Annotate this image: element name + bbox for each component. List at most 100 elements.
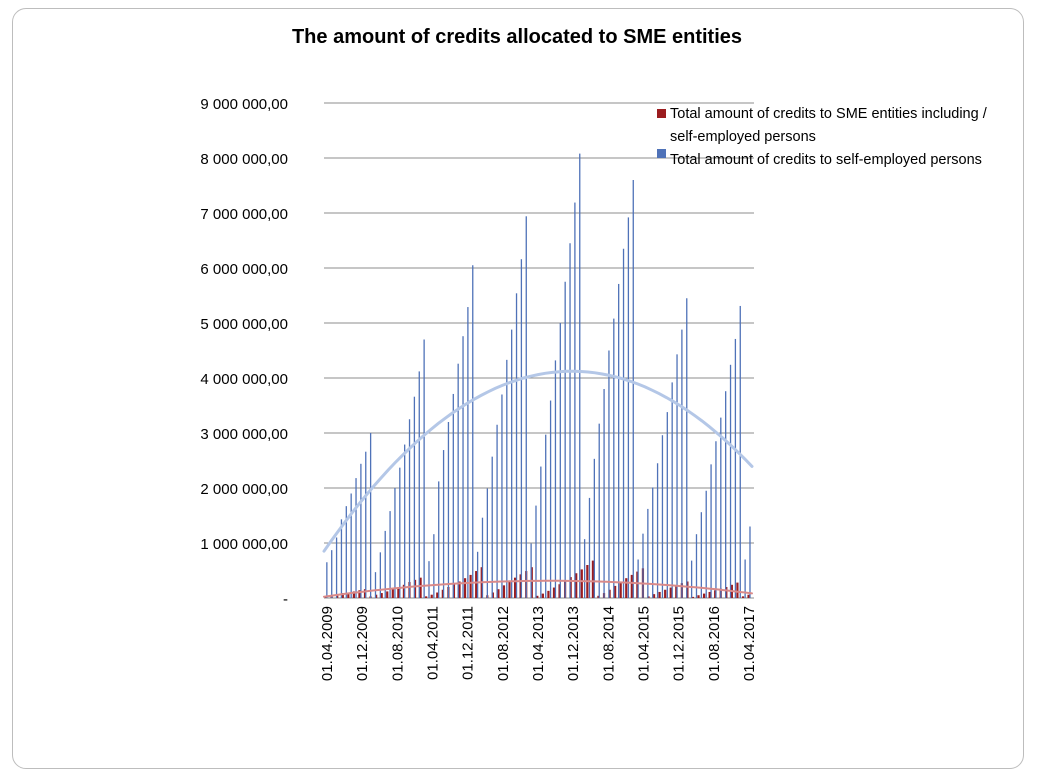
self-employed-bar	[515, 293, 518, 598]
self-employed-bar	[428, 561, 430, 598]
self-employed-bar	[749, 526, 751, 598]
sme-bar	[391, 589, 394, 598]
self-employed-bar	[613, 318, 615, 598]
self-employed-bar	[579, 153, 581, 598]
sme-bar	[441, 589, 444, 598]
sme-bar	[552, 587, 556, 598]
x-tick-label: 01.08.2012	[495, 606, 512, 681]
self-employed-bar	[637, 559, 639, 598]
sme-bar	[458, 581, 461, 598]
self-employed-bar	[642, 533, 644, 598]
self-employed-bar	[705, 490, 707, 598]
sme-bar	[497, 589, 500, 598]
self-employed-bar	[340, 519, 343, 598]
self-employed-bar	[399, 467, 401, 598]
x-tick-label: 01.12.2011	[460, 606, 477, 680]
self-employed-bar	[671, 382, 673, 598]
sme-bar	[386, 591, 389, 598]
y-axis-ticks: - 1 000 000,00 2 000 000,00 3 000 000,00 4 0…	[200, 96, 288, 608]
self-employed-bar	[379, 552, 381, 598]
x-tick-label: 01.12.2009	[354, 606, 371, 681]
self-employed-bar	[725, 391, 727, 598]
self-employed-bar	[739, 305, 741, 598]
self-employed-bar	[545, 434, 547, 598]
legend-label-sme-line1: Total amount of credits to SME entities …	[670, 106, 988, 122]
self-employed-bar	[535, 505, 537, 598]
self-employed-bar	[394, 488, 396, 598]
gridlines	[324, 102, 754, 599]
self-employed-bar	[511, 329, 513, 598]
self-employed-bar	[695, 534, 698, 598]
x-tick-label: 01.04.2011	[425, 606, 442, 680]
x-tick-label: 01.04.2009	[319, 606, 336, 681]
sme-bar	[402, 584, 406, 598]
y-tick-label: 9 000 000,00	[200, 96, 288, 113]
sme-bar	[736, 582, 739, 598]
self-employed-bar	[627, 217, 630, 598]
self-employed-bar	[530, 543, 532, 598]
self-employed-bar	[622, 248, 625, 598]
self-employed-bar	[598, 423, 600, 598]
sme-bar	[436, 592, 439, 598]
sme-bar	[513, 577, 517, 598]
self-employed-bar	[335, 537, 338, 598]
self-employed-bar	[632, 180, 634, 598]
sme-bar	[419, 577, 422, 598]
self-employed-bar	[593, 458, 595, 598]
y-tick-label: 7 000 000,00	[200, 206, 288, 223]
chart-title: The amount of credits allocated to SME e…	[291, 26, 743, 48]
legend-label-sme-line2: self-employed persons	[670, 129, 816, 145]
sme-bar	[714, 590, 717, 598]
self-employed-bar	[520, 259, 523, 598]
sme-bars	[325, 560, 750, 598]
self-employed-bar	[506, 359, 508, 598]
self-employed-bar	[374, 572, 377, 598]
sme-bar	[508, 581, 511, 598]
self-employed-bar	[408, 419, 411, 598]
sme-bar	[658, 591, 661, 598]
self-employed-bar	[564, 281, 566, 598]
self-employed-bar	[647, 508, 649, 598]
self-employed-bar	[666, 412, 668, 598]
x-tick-label: 01.04.2013	[530, 606, 547, 681]
self-employed-bar	[715, 441, 717, 598]
self-employed-bar	[603, 389, 605, 598]
self-employed-bar	[462, 336, 464, 598]
y-tick-label: 5 000 000,00	[200, 316, 288, 333]
sme-bar	[664, 589, 667, 598]
x-tick-label: 01.04.2017	[741, 606, 758, 681]
self-employed-bar	[423, 339, 425, 598]
self-employed-bar	[476, 551, 479, 598]
self-employed-bar	[433, 534, 435, 598]
self-employed-trend-line	[322, 369, 754, 553]
sme-bar	[636, 571, 639, 598]
sme-bar	[558, 584, 561, 598]
self-employed-bar	[384, 530, 386, 598]
y-tick-label: -	[283, 591, 288, 608]
sme-bar	[597, 595, 600, 598]
self-employed-bar	[729, 364, 732, 598]
self-employed-bar	[501, 394, 503, 598]
self-employed-bars	[326, 153, 751, 599]
sme-bar	[708, 591, 711, 598]
self-employed-bar	[486, 488, 488, 598]
sme-bar	[697, 595, 700, 598]
self-employed-bar	[681, 329, 683, 598]
sme-bar	[463, 578, 467, 598]
self-employed-bar	[720, 417, 722, 598]
self-employed-bar	[569, 243, 571, 598]
self-employed-bar	[350, 493, 352, 598]
sme-bar	[358, 590, 361, 598]
trend-lines	[322, 369, 754, 598]
sme-bar	[347, 592, 350, 598]
sme-bar	[691, 596, 695, 598]
self-employed-bar	[467, 307, 469, 598]
sme-bar	[575, 573, 578, 598]
self-employed-bar	[608, 350, 610, 598]
sme-bar	[502, 585, 506, 598]
sme-bar	[536, 595, 539, 598]
sme-bar	[702, 593, 706, 598]
sme-bar	[425, 596, 428, 598]
self-employed-bar	[472, 265, 474, 598]
